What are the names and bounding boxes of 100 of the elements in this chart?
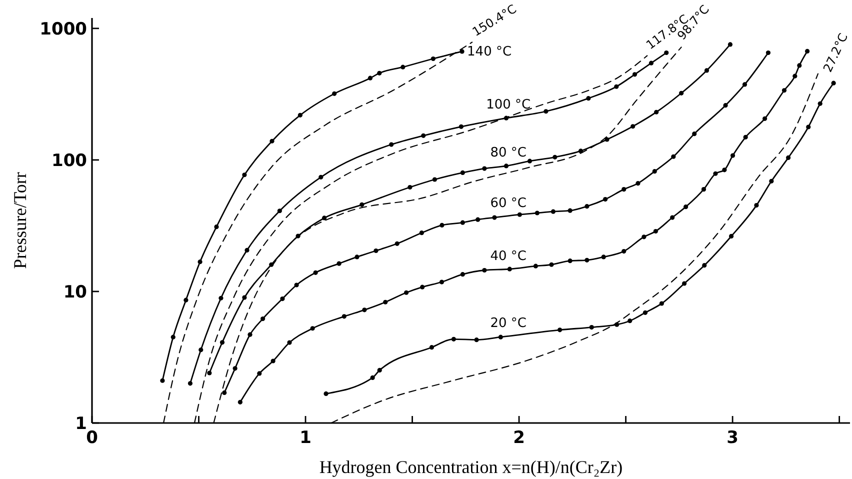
point bbox=[170, 334, 176, 340]
point bbox=[260, 316, 266, 322]
point bbox=[332, 91, 337, 96]
point bbox=[544, 109, 548, 114]
point bbox=[728, 234, 734, 239]
point bbox=[476, 217, 480, 222]
point bbox=[818, 101, 822, 106]
point bbox=[322, 216, 327, 220]
point bbox=[404, 290, 409, 295]
point bbox=[664, 50, 669, 56]
point bbox=[460, 170, 465, 175]
point bbox=[614, 84, 619, 89]
point bbox=[498, 334, 503, 340]
point bbox=[419, 230, 424, 236]
point bbox=[313, 270, 318, 275]
point bbox=[408, 184, 412, 190]
point bbox=[277, 208, 282, 214]
point bbox=[160, 378, 165, 383]
point bbox=[682, 281, 687, 286]
point bbox=[766, 50, 771, 56]
point bbox=[360, 202, 364, 207]
point bbox=[440, 222, 444, 228]
point bbox=[754, 203, 759, 208]
point bbox=[324, 391, 328, 396]
point bbox=[298, 112, 302, 118]
point bbox=[684, 204, 688, 210]
point bbox=[659, 301, 664, 306]
x-tick-label: 0 bbox=[86, 428, 98, 448]
point bbox=[421, 133, 426, 138]
point bbox=[728, 42, 733, 47]
y-axis-title: Pressure/Torr bbox=[10, 172, 30, 269]
point bbox=[604, 137, 610, 142]
point bbox=[400, 64, 406, 70]
point bbox=[342, 314, 346, 319]
point bbox=[586, 96, 591, 101]
point bbox=[244, 248, 250, 252]
x-axis-title: Hydrogen Concentration x=n(H)/n(Cr₂Zr) bbox=[319, 457, 623, 477]
point bbox=[527, 158, 532, 164]
point bbox=[270, 138, 274, 144]
point bbox=[429, 345, 434, 350]
point bbox=[242, 172, 247, 178]
point bbox=[394, 241, 400, 246]
point bbox=[294, 282, 299, 288]
point bbox=[552, 154, 558, 160]
point bbox=[517, 212, 522, 217]
x-tick-label: 3 bbox=[726, 428, 738, 448]
series-label: 100 °C bbox=[486, 98, 531, 113]
point bbox=[628, 318, 632, 324]
point bbox=[370, 375, 375, 380]
point bbox=[198, 260, 202, 264]
point bbox=[270, 358, 276, 364]
point bbox=[831, 80, 836, 86]
point bbox=[722, 168, 727, 172]
x-tick-label: 2 bbox=[513, 428, 525, 448]
point bbox=[248, 332, 252, 337]
point bbox=[653, 228, 658, 234]
point bbox=[492, 215, 497, 220]
point bbox=[432, 177, 437, 182]
point bbox=[601, 254, 606, 260]
point bbox=[742, 82, 748, 87]
point bbox=[797, 63, 802, 68]
point bbox=[458, 124, 464, 129]
point bbox=[701, 187, 706, 192]
point bbox=[220, 340, 225, 345]
point bbox=[636, 181, 640, 186]
point bbox=[743, 134, 748, 140]
point bbox=[207, 370, 212, 376]
y-tick-label: 1 bbox=[75, 414, 87, 434]
point bbox=[460, 220, 465, 225]
point bbox=[648, 60, 654, 66]
point bbox=[652, 169, 657, 174]
point bbox=[232, 366, 238, 371]
point bbox=[642, 234, 646, 240]
point bbox=[460, 49, 464, 54]
point bbox=[389, 142, 394, 147]
point bbox=[782, 88, 787, 93]
point bbox=[374, 248, 378, 254]
point bbox=[198, 348, 204, 352]
point bbox=[550, 209, 556, 214]
point bbox=[336, 261, 342, 266]
series-label: 140 °C bbox=[467, 44, 512, 60]
point bbox=[584, 258, 590, 262]
point bbox=[692, 132, 697, 136]
point bbox=[804, 48, 810, 54]
point bbox=[377, 70, 382, 76]
point bbox=[704, 68, 710, 73]
y-tick-label: 100 bbox=[52, 150, 88, 171]
point bbox=[257, 371, 262, 376]
point bbox=[568, 208, 572, 213]
point bbox=[534, 210, 540, 216]
point bbox=[507, 266, 512, 272]
point bbox=[713, 171, 718, 176]
point bbox=[184, 298, 188, 302]
x-tick-label: 1 bbox=[300, 428, 312, 448]
point bbox=[238, 400, 242, 404]
point bbox=[318, 174, 324, 180]
y-tick-label: 10 bbox=[63, 282, 88, 302]
point bbox=[368, 76, 373, 80]
point bbox=[654, 110, 659, 114]
point bbox=[786, 155, 791, 160]
